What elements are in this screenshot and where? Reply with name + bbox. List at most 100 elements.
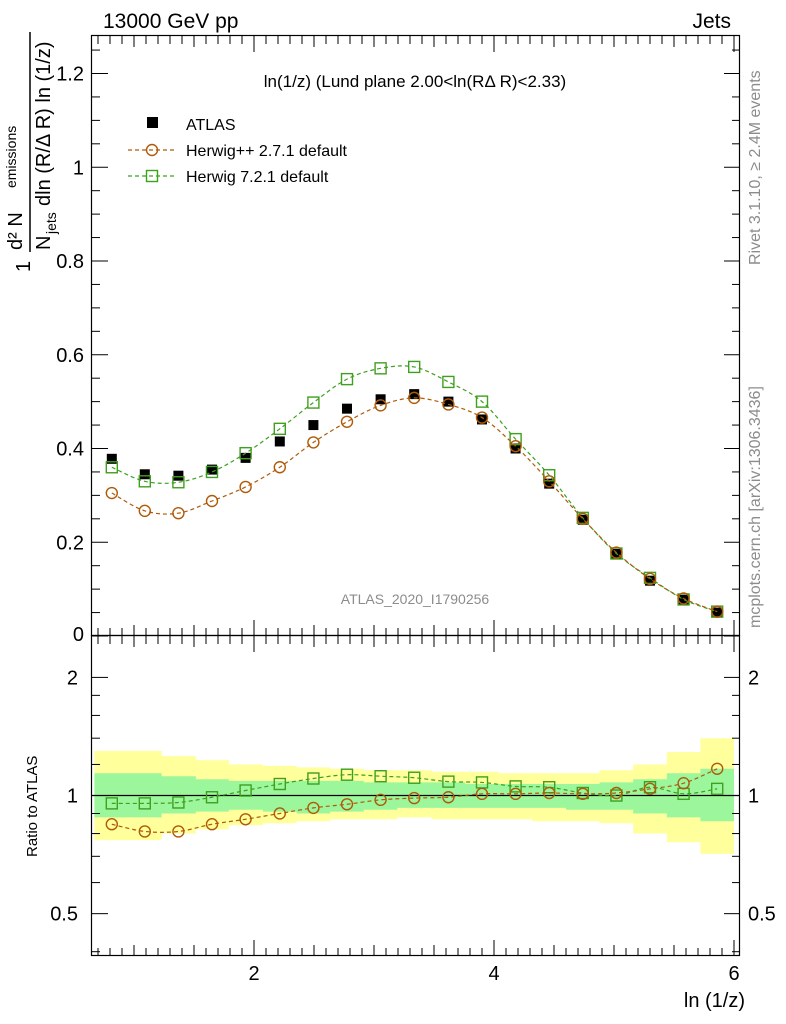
- herwigpp-main-point-11: [475, 411, 489, 424]
- herwig7-ratio-line: [111, 774, 718, 805]
- energy-label: 13000 GeV pp: [103, 10, 238, 33]
- atlas-point-4: [240, 452, 251, 463]
- herwigpp-main-point-18: [711, 605, 724, 618]
- ratio-frame: [90, 634, 741, 957]
- herwig7-ratio-point-7: [340, 768, 354, 781]
- herwig7-ratio-point-4: [239, 784, 252, 797]
- herwigpp-main-point-6: [307, 436, 320, 449]
- x-tick-label: 4: [488, 963, 499, 985]
- ratio-y-tick-label: 2: [67, 667, 78, 689]
- herwig7-main-point-1: [138, 475, 152, 488]
- atlas-point-14: [577, 514, 588, 525]
- ratio-y-tick-label: 1: [67, 786, 78, 808]
- atlas-point-9: [409, 389, 420, 400]
- x-axis-label: ln (1/z): [684, 990, 745, 1012]
- herwigpp-ratio-point-1: [138, 825, 152, 838]
- herwigpp-ratio-point-8: [374, 793, 387, 807]
- herwigpp-ratio-point-0: [105, 818, 119, 831]
- main-y-label: 1 d² N emissions N jets dln (R/Δ R) ln (…: [3, 32, 59, 272]
- ylabel-numerator-sub: emissions: [3, 126, 19, 188]
- herwigpp-main-line: [111, 397, 718, 613]
- main-y-tick-label: 0.2: [56, 532, 84, 554]
- herwigpp-ratio-point-18: [711, 762, 724, 775]
- ratio-y-tick-label: 0.5: [50, 904, 78, 926]
- herwigpp-main-point-12: [509, 439, 522, 453]
- herwigpp-ratio-point-13: [543, 786, 556, 800]
- herwigpp-main-point-4: [239, 480, 252, 494]
- analysis-watermark: ATLAS_2020_I1790256: [341, 591, 490, 607]
- herwigpp-main-point-13: [543, 475, 556, 488]
- rivet-label: Rivet 3.1.10, ≥ 2.4M events: [747, 70, 764, 265]
- ratio-y-tick-label-right: 2: [748, 667, 759, 689]
- herwigpp-ratio-point-15: [610, 786, 623, 800]
- herwig7-main-point-9: [408, 360, 421, 374]
- herwigpp-ratio-line: [111, 768, 718, 833]
- herwig7-main-point-12: [509, 432, 522, 446]
- herwigpp-main-point-3: [205, 494, 219, 508]
- herwigpp-ratio-point-4: [239, 813, 252, 826]
- herwigpp-main-point-1: [138, 504, 152, 518]
- main-y-tick-label: 1.2: [56, 64, 84, 86]
- atlas-point-2: [173, 470, 184, 481]
- herwigpp-ratio-point-6: [307, 801, 320, 815]
- herwigpp-main-point-16: [643, 572, 657, 586]
- main-y-zero-label: 0: [73, 624, 84, 646]
- ylabel-denominator-rest: dln (R/Δ R) ln (1/z): [33, 41, 55, 206]
- herwigpp-main-point-14: [576, 512, 589, 526]
- herwig7-ratio-point-3: [205, 791, 219, 804]
- ratio-y-tick-label-right: 1: [748, 786, 759, 808]
- jets-label: Jets: [692, 10, 731, 33]
- herwig7-main-point-0: [105, 461, 119, 474]
- herwigpp-ratio-point-14: [576, 787, 589, 801]
- herwigpp-ratio-point-3: [205, 818, 219, 831]
- herwig7-ratio-point-18: [711, 782, 724, 796]
- main-y-tick-label: 0.4: [56, 439, 84, 461]
- legend-atlas-marker: [147, 117, 158, 128]
- herwig7-main-point-7: [340, 372, 354, 386]
- herwigpp-main-point-5: [273, 461, 286, 474]
- herwigpp-ratio-point-16: [643, 782, 657, 796]
- herwigpp-main-point-9: [408, 391, 421, 405]
- legend-herwig7-marker: [145, 169, 159, 183]
- atlas-point-18: [712, 607, 723, 618]
- atlas-point-11: [477, 414, 487, 425]
- legend-herwigpp-label: Herwig++ 2.7.1 default: [186, 143, 348, 160]
- atlas-point-0: [106, 453, 117, 464]
- herwig7-main-point-6: [307, 396, 320, 409]
- herwig7-main-point-8: [374, 362, 387, 375]
- herwigpp-ratio-point-9: [408, 791, 421, 805]
- herwig7-ratio-point-10: [442, 775, 455, 788]
- herwig7-ratio-point-0: [105, 797, 119, 810]
- main-data-series: [105, 360, 724, 618]
- herwig7-main-point-4: [239, 446, 252, 460]
- herwigpp-ratio-point-17: [677, 777, 690, 790]
- ylabel-one: 1: [13, 261, 35, 272]
- herwigpp-main-point-7: [340, 415, 354, 428]
- ylabel-denominator-sub: jets: [43, 212, 59, 235]
- herwigpp-main-point-8: [374, 399, 387, 412]
- main-y-tick-label: 0.8: [56, 251, 84, 273]
- herwig7-ratio-point-2: [172, 796, 185, 809]
- atlas-point-12: [510, 443, 521, 454]
- herwigpp-main-point-2: [172, 506, 185, 520]
- herwig7-ratio-point-1: [138, 797, 152, 810]
- herwigpp-ratio-point-11: [475, 787, 489, 801]
- herwig7-main-line: [111, 365, 718, 613]
- atlas-point-1: [139, 469, 150, 480]
- herwigpp-ratio-point-10: [442, 791, 455, 804]
- plot-title: ln(1/z) (Lund plane 2.00<ln(RΔ R)<2.33): [264, 72, 566, 91]
- legend-atlas-label: ATLAS: [186, 117, 236, 134]
- herwig7-main-point-5: [273, 422, 286, 436]
- legend: ATLAS Herwig++ 2.7.1 default Herwig 7.2.…: [128, 117, 348, 186]
- herwigpp-main-point-15: [610, 546, 623, 559]
- herwig7-ratio-point-6: [307, 772, 320, 785]
- herwig7-main-point-3: [205, 465, 219, 479]
- herwigpp-ratio-point-2: [172, 825, 185, 838]
- herwig7-main-point-11: [475, 395, 489, 408]
- herwig7-ratio-point-8: [374, 770, 387, 783]
- atlas-point-7: [342, 403, 352, 414]
- atlas-point-13: [544, 478, 555, 489]
- x-tick-label: 2: [248, 963, 259, 985]
- x-tick-label: 6: [728, 963, 739, 985]
